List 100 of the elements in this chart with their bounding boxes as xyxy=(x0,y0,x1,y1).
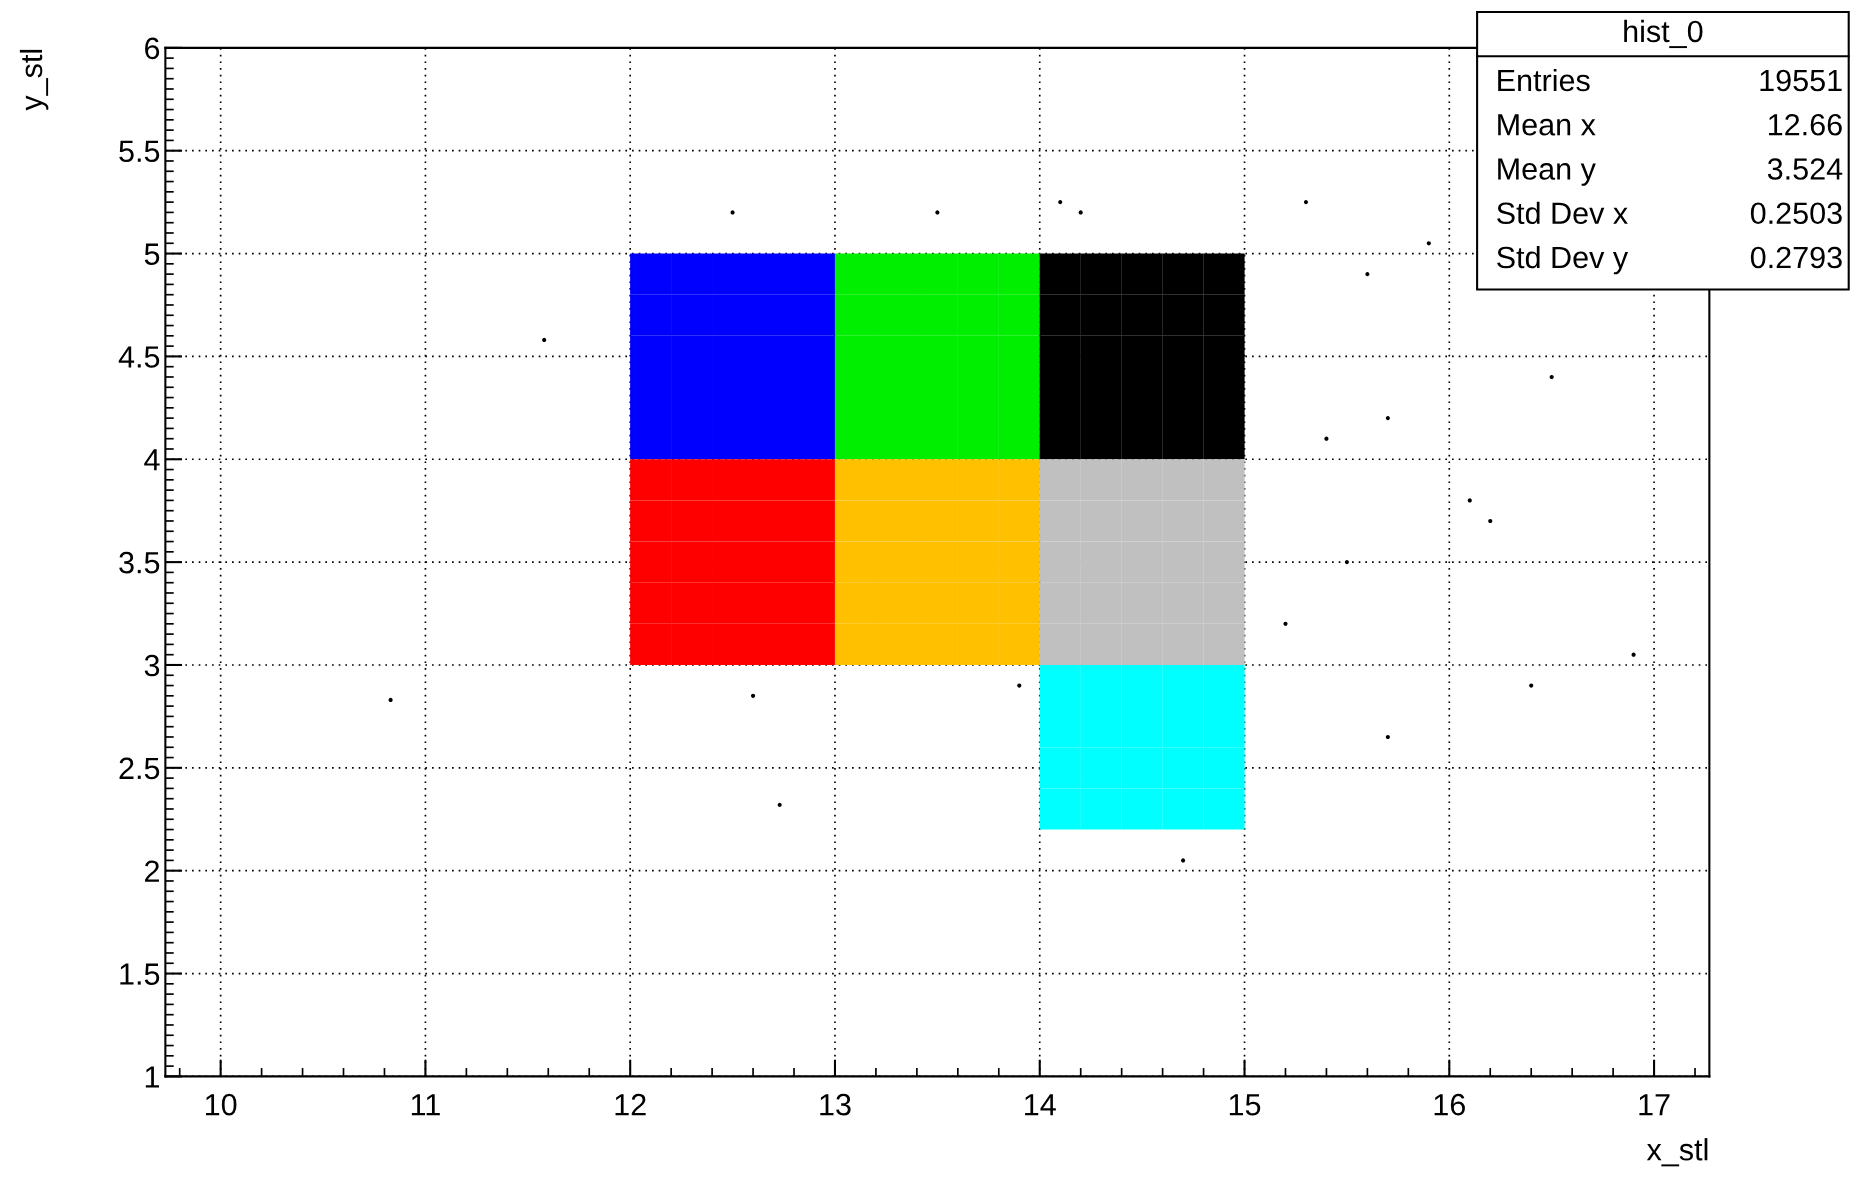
point xyxy=(630,294,672,336)
point xyxy=(998,582,1040,624)
point xyxy=(712,459,754,501)
point xyxy=(752,623,795,665)
point xyxy=(998,500,1040,542)
point xyxy=(1039,335,1081,377)
point xyxy=(752,418,795,460)
point xyxy=(998,335,1040,377)
point xyxy=(793,500,836,542)
annotation: hist_0 xyxy=(1624,19,1703,49)
point xyxy=(752,253,795,295)
point xyxy=(1283,621,1288,626)
point xyxy=(1078,210,1083,215)
point xyxy=(1039,541,1081,583)
x-tick-label: 11 xyxy=(411,1094,440,1116)
point xyxy=(1203,376,1245,419)
point xyxy=(916,459,958,501)
point xyxy=(630,623,672,665)
point xyxy=(1080,623,1122,665)
point xyxy=(793,582,836,624)
point xyxy=(793,418,836,460)
point xyxy=(752,294,795,336)
point xyxy=(957,500,999,542)
x-tick-label: 13 xyxy=(820,1093,851,1116)
point xyxy=(834,335,877,377)
point xyxy=(1203,253,1245,295)
point xyxy=(916,541,958,583)
point xyxy=(712,623,754,665)
point xyxy=(777,802,782,807)
point xyxy=(793,623,836,665)
x-axis-title: x_stl xyxy=(1646,1138,1708,1167)
y-tick-label: 5 xyxy=(144,243,160,265)
text: Mean x 12.66 xyxy=(1498,113,1842,136)
point xyxy=(834,623,877,665)
point xyxy=(1080,253,1122,295)
point xyxy=(1039,747,1081,789)
point xyxy=(712,582,754,624)
point xyxy=(1039,459,1081,501)
y-tick-label: 3.5 xyxy=(119,551,160,574)
point xyxy=(1039,788,1081,830)
point xyxy=(1121,747,1163,789)
point xyxy=(916,294,958,336)
y-tick-label: 2 xyxy=(145,860,159,882)
point xyxy=(957,459,999,501)
point xyxy=(1162,418,1204,460)
point xyxy=(998,294,1040,336)
point xyxy=(998,459,1040,501)
point xyxy=(1017,683,1022,688)
y-tick-label: 5.5 xyxy=(119,140,160,163)
point xyxy=(1080,664,1122,707)
point xyxy=(1058,200,1063,205)
point xyxy=(671,335,713,377)
point xyxy=(793,253,836,295)
point xyxy=(630,582,672,624)
point xyxy=(875,623,917,665)
point xyxy=(1203,623,1245,665)
point xyxy=(957,582,999,624)
point xyxy=(1039,623,1081,665)
text: Entries 19551 xyxy=(1498,68,1842,92)
point xyxy=(1203,541,1245,583)
point xyxy=(1203,706,1245,748)
y-tick-label: 6 xyxy=(145,37,160,60)
y-tick-label: 1 xyxy=(145,1066,160,1088)
point xyxy=(793,541,836,583)
text: Mean y 3.524 xyxy=(1498,158,1843,186)
point xyxy=(834,418,877,460)
point xyxy=(957,335,999,377)
x-tick-label: 12 xyxy=(615,1093,646,1116)
point xyxy=(1162,294,1204,336)
point xyxy=(671,623,713,665)
x-tick-label: 14 xyxy=(1025,1094,1056,1116)
point xyxy=(957,541,999,583)
point xyxy=(630,418,672,460)
point xyxy=(1162,335,1204,377)
point xyxy=(998,418,1040,460)
point xyxy=(1039,706,1081,748)
y-tick-label: 2.5 xyxy=(119,757,160,780)
point xyxy=(671,582,713,624)
point xyxy=(1039,253,1081,295)
point xyxy=(875,294,917,336)
point xyxy=(875,418,917,460)
point xyxy=(1344,560,1349,565)
point xyxy=(834,253,877,295)
point xyxy=(793,335,836,377)
point xyxy=(671,500,713,542)
point xyxy=(1121,788,1163,830)
x-tick-label: 15 xyxy=(1229,1094,1261,1116)
text: Std Dev y 0.2793 xyxy=(1497,245,1842,275)
y-tick-label: 3 xyxy=(144,654,160,677)
text: Std Dev x 0.2503 xyxy=(1497,201,1842,225)
point xyxy=(957,418,999,460)
point xyxy=(1080,747,1122,789)
point xyxy=(1203,294,1245,336)
point xyxy=(834,376,877,419)
point xyxy=(630,253,672,295)
point xyxy=(1162,253,1204,295)
point xyxy=(1385,734,1390,740)
point xyxy=(957,253,999,295)
point xyxy=(834,500,877,542)
point xyxy=(752,500,795,542)
